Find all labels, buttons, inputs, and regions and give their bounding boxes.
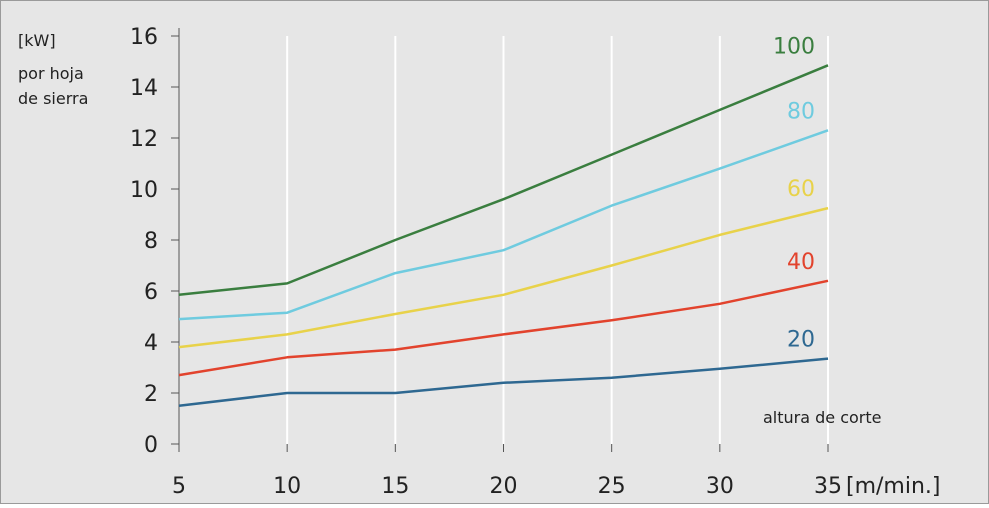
series-label-80: 80: [787, 99, 815, 124]
series-line-40: [178, 279, 829, 377]
x-tick-label: 10: [273, 474, 301, 499]
x-unit-label: [m/min.]: [846, 474, 941, 499]
series-line-60: [178, 206, 829, 349]
series-line-20: [178, 357, 829, 408]
x-tick-label: 30: [706, 474, 734, 499]
y-tick-label: 0: [144, 433, 158, 458]
axes: [171, 28, 829, 452]
y-caption-line1: por hoja: [18, 64, 84, 83]
y-unit-label: [kW]: [18, 31, 56, 50]
series-label-40: 40: [787, 250, 815, 275]
labels: 5 10 15 20 25 30 35 0 2 4 6 8 10 12 14 16 20 40 60 80 100: [130, 25, 842, 499]
x-tick-label: 20: [490, 474, 518, 499]
series-line-100: [178, 64, 829, 297]
series-caption: altura de corte: [763, 408, 882, 427]
x-tick-label: 15: [381, 474, 409, 499]
x-tick-label: 25: [598, 474, 626, 499]
y-tick-label: 14: [130, 76, 158, 101]
series-label-20: 20: [787, 328, 815, 353]
x-tick-label: 5: [172, 474, 186, 499]
series-label-60: 60: [787, 177, 815, 202]
series-line-80: [178, 129, 829, 321]
y-tick-label: 8: [144, 229, 158, 254]
grid: [286, 36, 829, 444]
series-label-100: 100: [773, 34, 815, 59]
y-tick-label: 6: [144, 280, 158, 305]
y-tick-label: 2: [144, 382, 158, 407]
series-lines: [178, 64, 829, 408]
x-tick-label: 35: [814, 474, 842, 499]
y-tick-label: 4: [144, 331, 158, 356]
y-tick-label: 16: [130, 25, 158, 50]
y-tick-label: 10: [130, 178, 158, 203]
y-tick-label: 12: [130, 127, 158, 152]
y-caption-line2: de sierra: [18, 89, 88, 108]
